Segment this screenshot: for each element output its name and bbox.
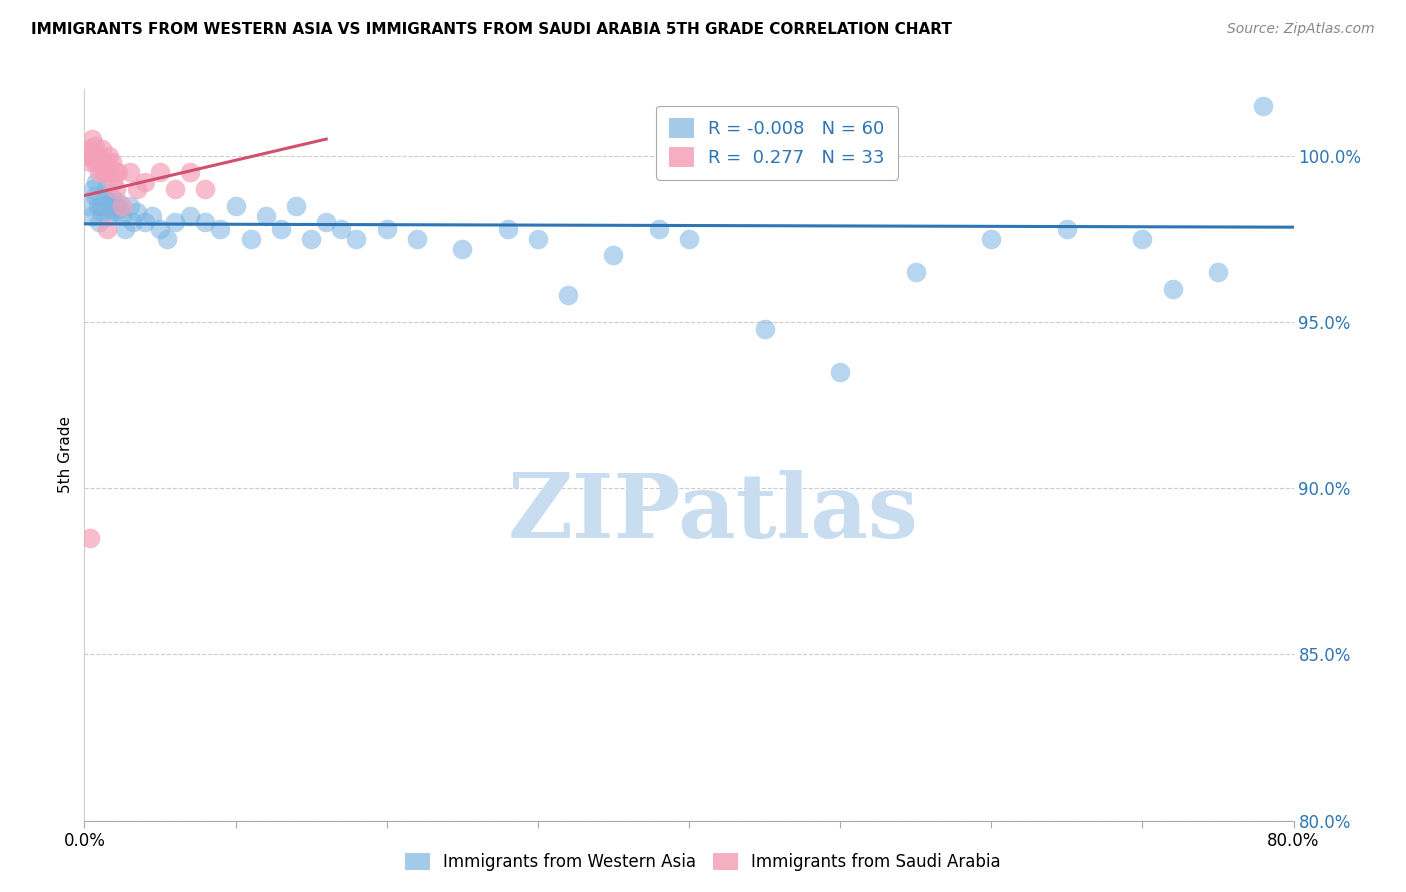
- Point: [270, 222, 292, 236]
- Point: [111, 198, 134, 212]
- Point: [87, 198, 110, 212]
- Point: [80, 209, 103, 223]
- Point: [1253, 99, 1275, 113]
- Point: [107, 165, 129, 179]
- Point: [194, 182, 217, 196]
- Point: [156, 232, 179, 246]
- Text: IMMIGRANTS FROM WESTERN ASIA VS IMMIGRANTS FROM SAUDI ARABIA 5TH GRADE CORRELATI: IMMIGRANTS FROM WESTERN ASIA VS IMMIGRAN…: [31, 22, 952, 37]
- Point: [104, 165, 127, 179]
- Point: [1056, 222, 1078, 236]
- Point: [375, 222, 398, 236]
- Point: [1132, 232, 1154, 246]
- Point: [89, 215, 111, 229]
- Point: [96, 198, 118, 212]
- Point: [89, 149, 111, 163]
- Point: [114, 222, 136, 236]
- Point: [76, 149, 98, 163]
- Point: [90, 155, 112, 169]
- Point: [82, 182, 104, 196]
- Point: [118, 198, 141, 212]
- Point: [678, 232, 700, 246]
- Legend: Immigrants from Western Asia, Immigrants from Saudi Arabia: Immigrants from Western Asia, Immigrants…: [396, 845, 1010, 880]
- Point: [980, 232, 1002, 246]
- Point: [1206, 265, 1229, 279]
- Point: [105, 205, 128, 219]
- Point: [254, 209, 277, 223]
- Point: [77, 142, 100, 156]
- Point: [101, 192, 124, 206]
- Point: [1161, 282, 1184, 296]
- Point: [84, 155, 107, 169]
- Point: [315, 215, 337, 229]
- Point: [557, 288, 579, 302]
- Point: [98, 195, 121, 210]
- Point: [93, 165, 115, 179]
- Point: [101, 175, 124, 189]
- Point: [118, 165, 141, 179]
- Point: [127, 182, 149, 196]
- Point: [89, 165, 111, 179]
- Point: [830, 365, 852, 379]
- Point: [346, 232, 368, 246]
- Point: [91, 142, 114, 156]
- Point: [107, 195, 129, 210]
- Point: [149, 165, 172, 179]
- Point: [285, 198, 308, 212]
- Point: [451, 242, 474, 256]
- Point: [90, 198, 112, 212]
- Point: [121, 215, 143, 229]
- Point: [179, 165, 201, 179]
- Point: [87, 155, 110, 169]
- Point: [127, 205, 149, 219]
- Point: [104, 198, 127, 212]
- Point: [86, 175, 108, 189]
- Point: [225, 198, 247, 212]
- Point: [98, 165, 121, 179]
- Point: [754, 321, 776, 335]
- Text: ZIPatlas: ZIPatlas: [508, 470, 918, 557]
- Point: [105, 182, 128, 196]
- Text: Source: ZipAtlas.com: Source: ZipAtlas.com: [1227, 22, 1375, 37]
- Point: [141, 209, 163, 223]
- Point: [80, 132, 103, 146]
- Point: [108, 202, 131, 216]
- Point: [93, 188, 115, 202]
- Point: [94, 155, 117, 169]
- Point: [100, 202, 122, 216]
- Point: [100, 155, 122, 169]
- Point: [79, 531, 101, 545]
- Point: [194, 215, 217, 229]
- Point: [84, 138, 107, 153]
- Point: [904, 265, 927, 279]
- Point: [96, 165, 118, 179]
- Point: [299, 232, 322, 246]
- Point: [165, 215, 187, 229]
- Point: [82, 149, 104, 163]
- Point: [406, 232, 429, 246]
- Point: [648, 222, 671, 236]
- Point: [84, 188, 107, 202]
- Point: [96, 222, 118, 236]
- Point: [149, 222, 172, 236]
- Point: [77, 198, 100, 212]
- Point: [209, 222, 232, 236]
- Point: [134, 175, 156, 189]
- Point: [86, 149, 108, 163]
- Point: [239, 232, 262, 246]
- Point: [111, 209, 134, 223]
- Point: [79, 155, 101, 169]
- Point: [496, 222, 519, 236]
- Point: [94, 182, 117, 196]
- Y-axis label: 5th Grade: 5th Grade: [58, 417, 73, 493]
- Point: [527, 232, 550, 246]
- Point: [97, 149, 120, 163]
- Point: [179, 209, 201, 223]
- Point: [602, 248, 624, 262]
- Point: [91, 205, 114, 219]
- Point: [97, 209, 120, 223]
- Point: [134, 215, 156, 229]
- Point: [165, 182, 187, 196]
- Legend: R = -0.008   N = 60, R =  0.277   N = 33: R = -0.008 N = 60, R = 0.277 N = 33: [657, 105, 897, 179]
- Point: [330, 222, 353, 236]
